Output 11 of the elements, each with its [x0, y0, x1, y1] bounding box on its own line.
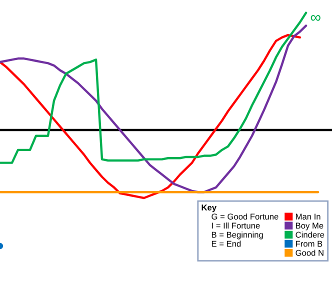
legend-label: Man In: [296, 214, 320, 220]
legend-title: Key: [202, 204, 216, 212]
legend-label: Boy Me: [296, 222, 324, 230]
legend-label: From B: [296, 240, 322, 247]
annotation: G = Good Fortune: [212, 213, 278, 220]
annotation: E = End: [212, 240, 241, 247]
annotation: ∞: [310, 15, 320, 21]
legend-label: Good N: [296, 250, 324, 256]
legend-label: Cindere: [296, 232, 324, 238]
annotation: I = Ill Fortune: [212, 222, 260, 229]
annotation: B = Beginning: [212, 232, 263, 240]
